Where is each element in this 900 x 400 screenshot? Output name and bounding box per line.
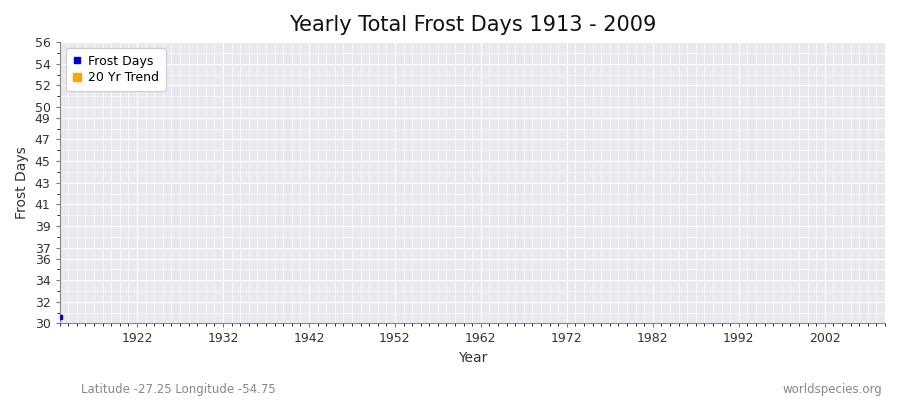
Title: Yearly Total Frost Days 1913 - 2009: Yearly Total Frost Days 1913 - 2009	[289, 15, 656, 35]
Text: Latitude -27.25 Longitude -54.75: Latitude -27.25 Longitude -54.75	[81, 383, 275, 396]
Legend: Frost Days, 20 Yr Trend: Frost Days, 20 Yr Trend	[66, 48, 166, 91]
Y-axis label: Frost Days: Frost Days	[15, 146, 29, 219]
Text: worldspecies.org: worldspecies.org	[782, 383, 882, 396]
X-axis label: Year: Year	[457, 351, 487, 365]
